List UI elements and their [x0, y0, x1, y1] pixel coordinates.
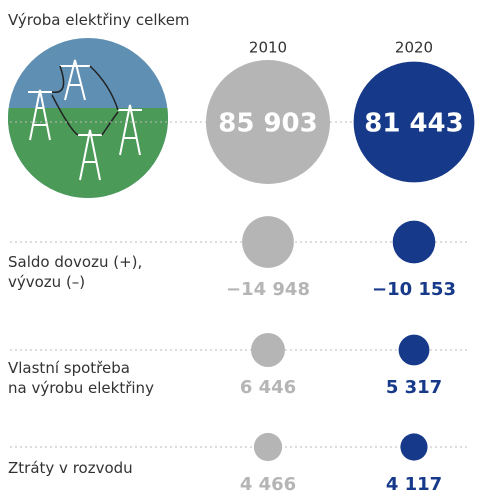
series-label: 2020	[395, 39, 433, 57]
value-label: 4 466	[240, 474, 296, 494]
bubble	[398, 334, 430, 366]
value-label: −10 153	[372, 279, 456, 300]
series-label: 2010	[249, 39, 287, 57]
category-label: Výroba elektřiny celkem	[8, 11, 190, 29]
bubble	[392, 220, 436, 264]
bubble	[353, 61, 475, 183]
bubble	[253, 432, 283, 462]
bubble	[251, 333, 285, 367]
value-label: 4 117	[386, 474, 442, 494]
value-label: 85 903	[218, 109, 318, 139]
category-label: Saldo dovozu (+), vývozu (–)	[8, 253, 143, 291]
pylon-icon	[8, 38, 168, 198]
bubble	[400, 433, 428, 461]
bubble	[206, 60, 330, 184]
value-label: 81 443	[364, 109, 464, 139]
category-label: Vlastní spotřeba na výrobu elektřiny	[8, 359, 154, 397]
value-label: −14 948	[226, 279, 310, 300]
value-label: 6 446	[240, 377, 296, 398]
category-label: Ztráty v rozvodu	[8, 459, 133, 477]
bubble	[242, 216, 294, 268]
value-label: 5 317	[386, 377, 442, 398]
